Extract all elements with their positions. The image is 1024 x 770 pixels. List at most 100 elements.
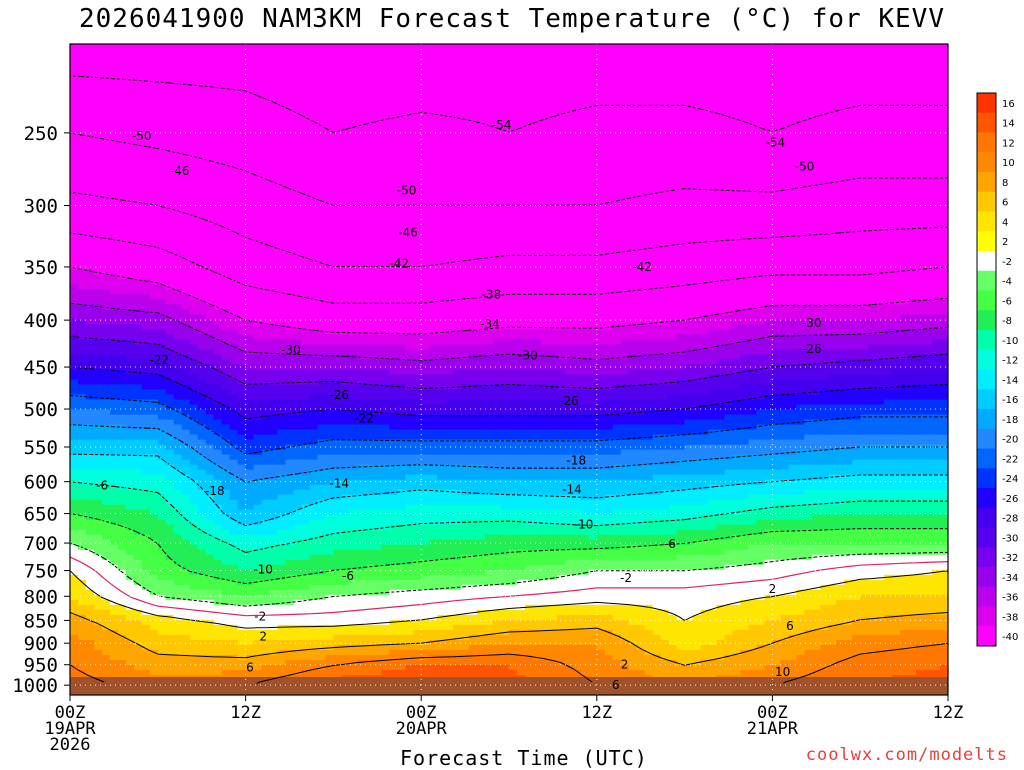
fill-cell	[165, 479, 175, 486]
fill-cell	[269, 44, 279, 50]
fill-cell	[237, 99, 247, 105]
fill-cell	[133, 614, 143, 621]
fill-cell	[213, 519, 223, 526]
fill-cell	[181, 544, 191, 551]
fill-cell	[197, 259, 207, 265]
fill-cell	[189, 184, 199, 190]
fill-cell	[101, 644, 111, 651]
fill-cell	[181, 464, 191, 471]
fill-cell	[373, 109, 382, 115]
fill-cell	[117, 199, 127, 205]
fill-cell	[325, 649, 334, 656]
fill-cell	[173, 419, 183, 426]
fill-cell	[325, 234, 334, 240]
fill-cell	[269, 614, 279, 621]
fill-cell	[125, 449, 135, 456]
fill-cell	[70, 359, 79, 366]
fill-cell	[70, 644, 79, 651]
fill-cell	[349, 474, 358, 481]
fill-cell	[245, 574, 255, 581]
fill-cell	[237, 169, 247, 175]
fill-cell	[325, 639, 334, 646]
fill-cell	[173, 594, 183, 601]
fill-cell	[365, 114, 374, 120]
fill-cell	[229, 369, 239, 376]
fill-cell	[269, 354, 279, 361]
fill-cell	[157, 279, 167, 285]
fill-cell	[181, 609, 191, 616]
fill-cell	[277, 494, 287, 501]
fill-cell	[181, 279, 191, 285]
fill-cell	[125, 334, 135, 341]
fill-cell	[205, 234, 215, 240]
fill-cell	[205, 539, 215, 546]
fill-cell	[293, 484, 303, 491]
fill-cell	[85, 164, 95, 170]
fill-cell	[77, 249, 87, 255]
fill-cell	[221, 139, 231, 145]
fill-cell	[109, 179, 119, 185]
fill-cell	[277, 554, 287, 561]
fill-cell	[173, 194, 183, 200]
fill-cell	[277, 424, 287, 431]
fill-cell	[101, 134, 111, 140]
fill-cell	[221, 94, 231, 100]
fill-cell	[133, 214, 143, 220]
fill-cell	[213, 604, 223, 611]
fill-cell	[117, 384, 127, 391]
fill-cell	[357, 424, 366, 431]
fill-cell	[357, 204, 366, 210]
fill-cell	[109, 479, 119, 486]
fill-cell	[285, 474, 295, 481]
fill-cell	[269, 64, 279, 70]
fill-cell	[317, 144, 327, 150]
fill-cell	[77, 139, 87, 145]
fill-cell	[325, 124, 334, 130]
fill-cell	[309, 129, 319, 135]
fill-cell	[149, 254, 159, 260]
fill-cell	[237, 649, 247, 656]
fill-cell	[229, 484, 239, 491]
fill-cell	[133, 314, 143, 321]
fill-cell	[173, 319, 183, 326]
fill-cell	[173, 444, 183, 451]
fill-cell	[149, 379, 159, 386]
fill-cell	[149, 59, 159, 65]
fill-cell	[229, 459, 239, 466]
fill-cell	[141, 99, 151, 105]
fill-cell	[221, 324, 231, 331]
fill-cell	[221, 164, 231, 170]
fill-cell	[149, 559, 159, 566]
fill-cell	[349, 319, 358, 326]
fill-cell	[269, 164, 279, 170]
fill-cell	[141, 69, 151, 75]
fill-cell	[317, 424, 327, 431]
fill-cell	[221, 134, 231, 140]
fill-cell	[205, 664, 215, 671]
fill-cell	[117, 364, 127, 371]
fill-cell	[205, 89, 215, 95]
fill-cell	[357, 359, 366, 366]
fill-cell	[149, 129, 159, 135]
fill-cell	[357, 44, 366, 50]
fill-cell	[213, 584, 223, 591]
fill-cell	[333, 524, 342, 531]
fill-cell	[70, 269, 79, 275]
fill-cell	[237, 224, 247, 230]
fill-cell	[157, 174, 167, 180]
fill-cell	[133, 274, 143, 280]
fill-cell	[149, 569, 159, 576]
fill-cell	[157, 124, 167, 130]
fill-cell	[149, 624, 159, 631]
fill-cell	[149, 639, 159, 646]
fill-cell	[261, 664, 271, 671]
fill-cell	[285, 319, 295, 326]
fill-cell	[269, 504, 279, 511]
fill-cell	[309, 159, 319, 165]
fill-cell	[341, 259, 350, 265]
fill-cell	[253, 229, 263, 235]
fill-cell	[205, 324, 215, 331]
fill-cell	[85, 84, 95, 90]
fill-cell	[157, 354, 167, 361]
fill-cell	[229, 429, 239, 436]
